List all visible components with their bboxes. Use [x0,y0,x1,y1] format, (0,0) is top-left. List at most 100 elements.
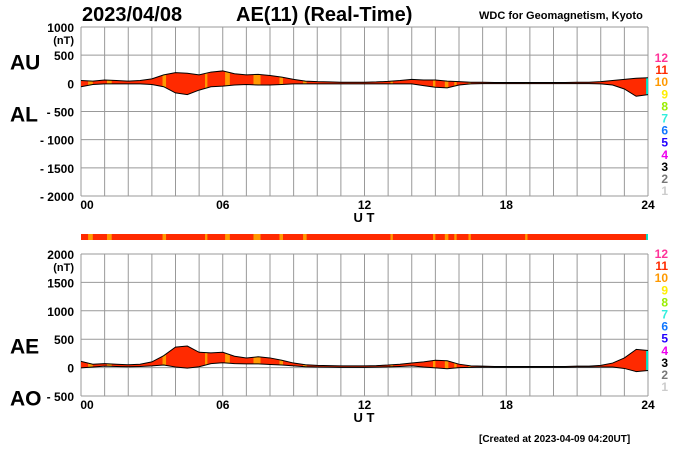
station-count-legend-6: 6 [661,124,668,138]
series-label-upper: AU [10,51,40,74]
station-count-bar-segment [88,234,93,240]
station-count-legend-5: 5 [661,136,668,150]
station-count-legend-9: 9 [661,87,668,101]
y-tick-label: 1000 [47,21,74,35]
station-count-bar-segment [433,234,436,240]
station-count-bar [81,234,648,240]
x-tick-label: 06 [216,198,230,212]
station-count-stripe [279,70,283,97]
series-label-lower: AO [10,388,42,411]
station-count-stripe [444,70,449,97]
y-tick-label: - 2000 [40,190,74,204]
series-line-ae [80,345,649,367]
station-count-bar-segment [454,234,457,240]
y-tick-label: - 500 [47,390,75,404]
station-count-stripe [225,70,230,97]
station-count-legend-2: 2 [661,172,668,186]
y-tick-label: 500 [54,49,74,63]
station-count-legend-11: 11 [655,63,668,77]
x-tick-label: 24 [641,398,655,412]
station-count-stripe [390,346,393,372]
station-count-bar-segment [525,234,528,240]
x-axis-label: U T [354,210,375,225]
station-count-stripe [225,346,230,372]
station-count-stripe [162,346,167,372]
x-tick-label: 00 [80,398,94,412]
station-count-legend-1: 1 [661,380,668,394]
x-tick-label: 24 [641,198,655,212]
station-count-bar-segment [468,234,471,240]
series-line-al [80,83,649,97]
station-count-stripe [468,346,471,372]
index-title: AE(11) (Real-Time) [236,4,413,26]
station-count-stripe [646,346,648,372]
station-count-bar-segment [225,234,230,240]
x-tick-label: 06 [216,398,230,412]
series-label-lower: AL [10,103,38,126]
station-count-bar-segment [253,234,261,240]
station-count-legend-3: 3 [661,356,668,370]
y-tick-label: 0 [67,362,74,376]
station-count-legend-6: 6 [661,320,668,334]
x-tick-label: 12 [358,398,372,412]
y-unit-label: (nT) [53,35,74,47]
x-tick-label: 00 [80,198,94,212]
station-count-bar-segment [646,234,648,240]
y-tick-label: 500 [54,333,74,347]
station-count-legend-5: 5 [661,332,668,346]
station-count-stripe [525,346,528,372]
date-title: 2023/04/08 [82,4,183,26]
series-line-ao [80,362,649,373]
y-tick-label: 1000 [47,305,74,319]
station-count-bar-segment [444,234,449,240]
station-count-legend-12: 12 [655,51,669,65]
station-count-stripe [88,346,93,372]
station-count-legend-9: 9 [661,283,668,297]
station-count-stripe [253,70,261,97]
station-count-legend-11: 11 [655,259,668,273]
station-count-bar-segment [205,234,208,240]
station-count-stripe [279,346,283,372]
station-count-stripe [646,70,648,97]
x-tick-label: 18 [500,198,514,212]
y-tick-label: 2000 [47,248,74,262]
y-tick-label: 0 [67,77,74,91]
station-count-legend-8: 8 [661,295,668,309]
station-count-stripe [433,70,436,97]
station-count-bar-segment [162,234,167,240]
x-tick-label: 12 [358,198,372,212]
station-count-bar-segment [106,234,112,240]
station-count-legend-7: 7 [661,308,668,322]
station-count-stripe [454,70,457,97]
station-count-legend-1: 1 [661,184,668,198]
station-count-legend-8: 8 [661,99,668,113]
station-count-bar-segment [279,234,283,240]
y-tick-label: - 1000 [40,134,74,148]
station-count-stripe [253,346,261,372]
station-count-bar-segment [303,234,307,240]
y-tick-label: - 500 [47,106,75,120]
station-count-stripe [205,346,208,372]
x-axis-label: U T [354,410,375,425]
station-count-legend-10: 10 [655,271,669,285]
station-count-legend-10: 10 [655,75,669,89]
station-count-stripe [88,70,93,97]
station-count-legend-4: 4 [661,344,668,358]
station-count-legend-7: 7 [661,112,668,126]
station-count-stripe [303,346,307,372]
station-count-stripe [205,70,208,97]
station-count-stripe [454,346,457,372]
series-line-au [80,70,649,83]
y-tick-label: - 1500 [40,162,74,176]
y-tick-label: 1500 [47,276,74,290]
station-count-legend-2: 2 [661,368,668,382]
station-count-legend-3: 3 [661,160,668,174]
station-count-stripe [106,346,112,372]
y-unit-label: (nT) [53,262,74,274]
station-count-stripe [162,70,167,97]
station-count-legend-4: 4 [661,148,668,162]
series-label-upper: AE [10,336,39,359]
station-count-bar-segment [390,234,393,240]
